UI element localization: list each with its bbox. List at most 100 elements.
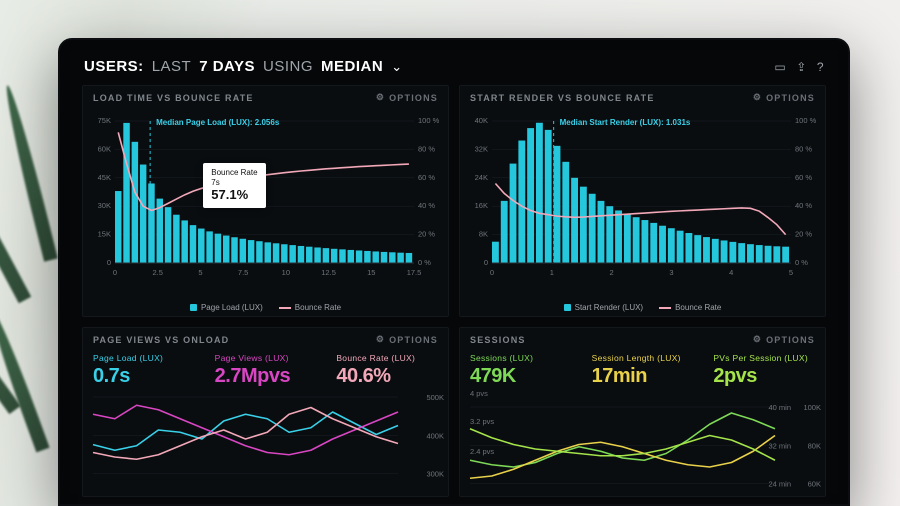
svg-text:400K: 400K (426, 431, 444, 440)
stat-sub: 4 pvs (470, 389, 572, 398)
svg-text:2.4 pvs: 2.4 pvs (470, 447, 494, 456)
stat-value: 17min (592, 365, 694, 388)
stat-column: Page Views (LUX) 2.7Mpvs (205, 349, 327, 388)
svg-text:80 %: 80 % (418, 144, 435, 153)
svg-text:75K: 75K (98, 116, 111, 125)
legend-swatch (564, 304, 571, 311)
stat-value: 2.7Mpvs (215, 365, 317, 388)
svg-text:2: 2 (610, 268, 614, 277)
chart-sessions: 100K80K60K40 min32 min24 min3.2 pvs2.4 p… (460, 398, 825, 496)
panel-title: START RENDER VS BOUNCE RATE (470, 93, 655, 103)
stat-value: 2pvs (713, 365, 815, 388)
chart-page-views: 500K400K300K (83, 388, 448, 486)
header-prefix: USERS: (84, 58, 144, 75)
svg-text:20 %: 20 % (795, 230, 812, 239)
options-button[interactable]: ⚙OPTIONS (753, 334, 815, 345)
svg-text:40 %: 40 % (795, 201, 812, 210)
legend-swatch (659, 307, 671, 309)
dashboard-screen: USERS: LAST 7 DAYS USING MEDIAN ⌄ ▭ ⇪ ? … (78, 58, 830, 504)
svg-text:24K: 24K (475, 173, 488, 182)
svg-text:60 %: 60 % (418, 173, 435, 182)
gear-icon: ⚙ (753, 334, 762, 345)
stat-label: Sessions (LUX) (470, 353, 572, 363)
chevron-down-icon[interactable]: ⌄ (391, 59, 402, 75)
options-button[interactable]: ⚙OPTIONS (376, 92, 438, 103)
svg-text:45K: 45K (98, 173, 111, 182)
header-using: USING (263, 58, 313, 75)
svg-text:60K: 60K (98, 144, 111, 153)
gear-icon: ⚙ (376, 92, 385, 103)
legend-label: Bounce Rate (295, 303, 341, 312)
svg-text:10: 10 (282, 268, 290, 277)
legend-label: Start Render (LUX) (575, 303, 643, 312)
chart2-legend: Start Render (LUX) Bounce Rate (460, 303, 825, 312)
svg-text:1: 1 (550, 268, 554, 277)
svg-text:80K: 80K (808, 441, 821, 450)
stat-value: 40.6% (336, 365, 438, 388)
stat-column: Page Load (LUX) 0.7s (83, 349, 205, 388)
svg-text:20 %: 20 % (418, 230, 435, 239)
svg-text:100K: 100K (803, 403, 821, 412)
svg-text:0: 0 (113, 268, 117, 277)
legend-label: Bounce Rate (675, 303, 721, 312)
svg-text:100 %: 100 % (418, 116, 440, 125)
svg-text:32 min: 32 min (768, 441, 791, 450)
gear-icon: ⚙ (376, 334, 385, 345)
svg-text:0 %: 0 % (795, 258, 808, 267)
chart-start-render: 00 %8K20 %16K40 %24K60 %32K80 %40K100 %0… (460, 107, 825, 293)
stat-column: Sessions (LUX) 479K 4 pvs (460, 349, 582, 398)
stat-value: 0.7s (93, 365, 195, 388)
legend-label: Page Load (LUX) (201, 303, 263, 312)
svg-text:40K: 40K (475, 116, 488, 125)
svg-text:60K: 60K (808, 480, 821, 489)
tooltip-label: Bounce Rate 7s (211, 168, 257, 187)
svg-text:5: 5 (198, 268, 202, 277)
panel-title: LOAD TIME VS BOUNCE RATE (93, 93, 254, 103)
tooltip-bounce-rate: Bounce Rate 7s 57.1% (203, 163, 265, 208)
dashboard-header: USERS: LAST 7 DAYS USING MEDIAN ⌄ ▭ ⇪ ? (78, 58, 830, 85)
svg-text:15: 15 (367, 268, 375, 277)
header-range-bold: 7 DAYS (199, 58, 255, 75)
panel-load-time-vs-bounce: LOAD TIME VS BOUNCE RATE ⚙OPTIONS 00 %15… (82, 85, 449, 317)
svg-text:Median Page Load (LUX): 2.056s: Median Page Load (LUX): 2.056s (156, 118, 280, 127)
svg-text:3.2 pvs: 3.2 pvs (470, 417, 494, 426)
svg-text:7.5: 7.5 (238, 268, 248, 277)
panel-sessions: SESSIONS ⚙OPTIONS Sessions (LUX) 479K 4 … (459, 327, 826, 497)
stat-label: Bounce Rate (LUX) (336, 353, 438, 363)
stat-column: Bounce Rate (LUX) 40.6% (326, 349, 448, 388)
tooltip-value: 57.1% (211, 187, 257, 203)
stat-label: Page Views (LUX) (215, 353, 317, 363)
svg-text:2.5: 2.5 (152, 268, 162, 277)
stat-column: Session Length (LUX) 17min (582, 349, 704, 398)
stat-label: PVs Per Session (LUX) (713, 353, 815, 363)
header-metric: MEDIAN (321, 58, 383, 75)
share-icon[interactable]: ⇪ (796, 60, 807, 74)
svg-text:100 %: 100 % (795, 116, 817, 125)
stat-value: 479K (470, 365, 572, 388)
options-button[interactable]: ⚙OPTIONS (753, 92, 815, 103)
svg-text:16K: 16K (475, 201, 488, 210)
legend-swatch (190, 304, 197, 311)
chart1-legend: Page Load (LUX) Bounce Rate (83, 303, 448, 312)
svg-text:0: 0 (107, 258, 111, 267)
help-icon[interactable]: ? (817, 60, 824, 74)
stat-label: Session Length (LUX) (592, 353, 694, 363)
panel-start-render-vs-bounce: START RENDER VS BOUNCE RATE ⚙OPTIONS 00 … (459, 85, 826, 317)
svg-text:32K: 32K (475, 144, 488, 153)
header-range-light: LAST (152, 58, 192, 75)
svg-text:5: 5 (789, 268, 793, 277)
svg-text:40 %: 40 % (418, 201, 435, 210)
panel-title: PAGE VIEWS VS ONLOAD (93, 335, 229, 345)
options-button[interactable]: ⚙OPTIONS (376, 334, 438, 345)
svg-text:80 %: 80 % (795, 144, 812, 153)
panel-page-views-vs-onload: PAGE VIEWS VS ONLOAD ⚙OPTIONS Page Load … (82, 327, 449, 497)
monitor-frame: USERS: LAST 7 DAYS USING MEDIAN ⌄ ▭ ⇪ ? … (58, 38, 850, 506)
legend-swatch (279, 307, 291, 309)
svg-text:30K: 30K (98, 201, 111, 210)
svg-text:15K: 15K (98, 230, 111, 239)
svg-text:60 %: 60 % (795, 173, 812, 182)
stat-label: Page Load (LUX) (93, 353, 195, 363)
svg-text:500K: 500K (426, 393, 444, 402)
monitor-icon[interactable]: ▭ (774, 60, 786, 74)
svg-text:4: 4 (729, 268, 733, 277)
